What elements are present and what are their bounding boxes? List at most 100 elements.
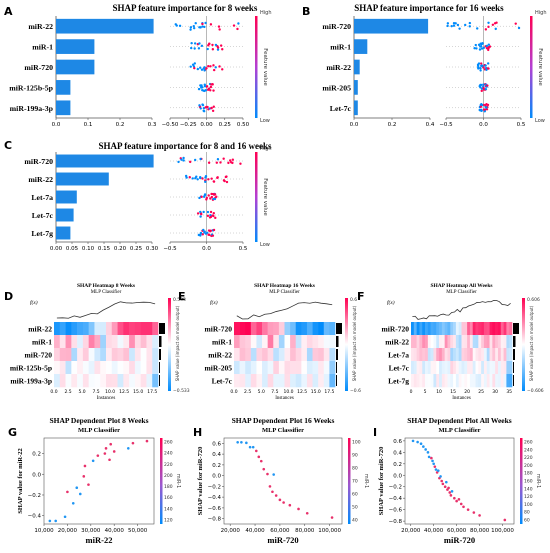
colorbar-tick: 80 bbox=[352, 466, 358, 472]
heatmap-cell bbox=[461, 348, 465, 362]
importance-bar bbox=[159, 349, 161, 360]
heatmap-cell bbox=[425, 335, 429, 349]
heatmap-cell bbox=[436, 374, 440, 388]
scatter-point bbox=[434, 468, 438, 471]
category-label: miR-205 bbox=[322, 83, 351, 92]
colorbar-max: 0.606 bbox=[527, 297, 540, 303]
heatmap-cell bbox=[453, 348, 457, 362]
heatmap-cell bbox=[323, 348, 330, 362]
beeswarm-point bbox=[474, 43, 477, 47]
beeswarm-point bbox=[446, 22, 450, 25]
row-label: Let-7g bbox=[388, 377, 409, 386]
colorbar-tick: 220 bbox=[164, 462, 173, 468]
heatmap-cell bbox=[427, 335, 431, 349]
scatter-point bbox=[443, 485, 447, 489]
colorbar-tick: 50 bbox=[352, 505, 358, 511]
heatmap-cell bbox=[278, 361, 285, 375]
beeswarm-point bbox=[458, 27, 461, 30]
heatmap-cell bbox=[444, 361, 448, 375]
beeswarm-point bbox=[212, 64, 215, 67]
beeswarm-point bbox=[206, 214, 210, 218]
beeswarm-point bbox=[203, 83, 206, 86]
x-tick-label: 60,000 bbox=[447, 528, 467, 534]
scatter-point bbox=[268, 485, 272, 488]
scatter-point bbox=[272, 473, 275, 476]
heatmap-cell bbox=[290, 348, 297, 362]
heatmap-cell bbox=[273, 374, 280, 388]
scatter-point bbox=[240, 441, 243, 444]
fx-line bbox=[412, 300, 511, 320]
category-label: miR-22 bbox=[28, 175, 53, 184]
heatmap-cell bbox=[117, 348, 124, 362]
x-tick-label: 80,000 bbox=[295, 528, 315, 534]
x-tick-label: 20,000 bbox=[221, 528, 241, 534]
heatmap-cell bbox=[267, 322, 274, 336]
heatmap-cell bbox=[111, 335, 118, 349]
chart-subtitle: MLP Classifier bbox=[438, 427, 480, 434]
beeswarm-point bbox=[228, 159, 232, 162]
x-axis-label: Instances bbox=[275, 396, 294, 401]
heatmap-cell bbox=[65, 335, 72, 349]
scatter-point bbox=[91, 459, 95, 463]
scatter-point bbox=[259, 459, 263, 463]
importance-bar bbox=[336, 323, 342, 334]
x-tick-label: 17.5 bbox=[147, 389, 157, 395]
category-label: Let-7c bbox=[330, 104, 352, 113]
beeswarm-point bbox=[494, 27, 497, 31]
heatmap-cell bbox=[306, 361, 313, 375]
chart-title: SHAP Dependent Plot 16 Weeks bbox=[232, 416, 335, 425]
heatmap-cell bbox=[94, 361, 101, 375]
beeswarm-point bbox=[201, 22, 204, 26]
heatmap-cell bbox=[323, 335, 330, 349]
scatter-point bbox=[251, 445, 255, 449]
x-tick-label: 10,000 bbox=[34, 528, 54, 534]
heatmap-cell bbox=[506, 348, 510, 362]
beeswarm-point bbox=[485, 68, 488, 72]
heatmap-cell bbox=[481, 335, 485, 349]
heatmap-cell bbox=[416, 361, 420, 375]
panel-letter: A bbox=[4, 5, 13, 18]
colorbar-tick: 260 bbox=[524, 440, 533, 446]
heatmap-cell bbox=[312, 335, 319, 349]
colorbar-low: Low bbox=[260, 118, 270, 124]
heatmap-cell bbox=[453, 335, 457, 349]
colorbar-tick: 220 bbox=[524, 455, 533, 461]
colorbar bbox=[160, 438, 163, 524]
beeswarm-point bbox=[199, 176, 202, 180]
heatmap-cell bbox=[489, 322, 493, 336]
beeswarm-point bbox=[210, 106, 213, 110]
beeswarm-point bbox=[487, 46, 490, 49]
panel-letter: D bbox=[4, 290, 13, 303]
panel-letter: F bbox=[357, 290, 365, 303]
scatter-point bbox=[411, 439, 415, 443]
heatmap-cell bbox=[486, 335, 490, 349]
heatmap-cell bbox=[433, 348, 437, 362]
panel-C: C SHAP feature importance for 8 and 16 we… bbox=[4, 139, 272, 252]
beeswarm-point bbox=[210, 83, 213, 86]
scatter-point bbox=[450, 490, 454, 493]
beeswarm-point bbox=[207, 178, 210, 181]
category-label: miR-199a-3p bbox=[10, 104, 54, 113]
heatmap-cell bbox=[117, 374, 124, 388]
heatmap-cell bbox=[444, 348, 448, 362]
beeswarm-point bbox=[454, 22, 457, 25]
scatter-point bbox=[448, 491, 452, 494]
scatter-point bbox=[96, 454, 100, 457]
heatmap-cell bbox=[262, 322, 268, 336]
heatmap-cell bbox=[284, 361, 291, 375]
beeswarm-point bbox=[199, 84, 202, 87]
beeswarm-point bbox=[212, 212, 215, 215]
heatmap-cell bbox=[65, 322, 72, 336]
heatmap-cell bbox=[411, 374, 415, 388]
importance-bar bbox=[159, 323, 165, 334]
heatmap-cell bbox=[65, 361, 72, 375]
beeswarm-x-tick-label: −0.5 bbox=[439, 122, 453, 128]
beeswarm-point bbox=[209, 65, 212, 68]
beeswarm-point bbox=[514, 22, 517, 25]
x-tick-label: 0.0 bbox=[350, 122, 359, 128]
heatmap-cell bbox=[495, 335, 499, 349]
beeswarm-point bbox=[236, 27, 239, 31]
scatter-point bbox=[245, 441, 248, 445]
beeswarm-point bbox=[191, 63, 195, 66]
